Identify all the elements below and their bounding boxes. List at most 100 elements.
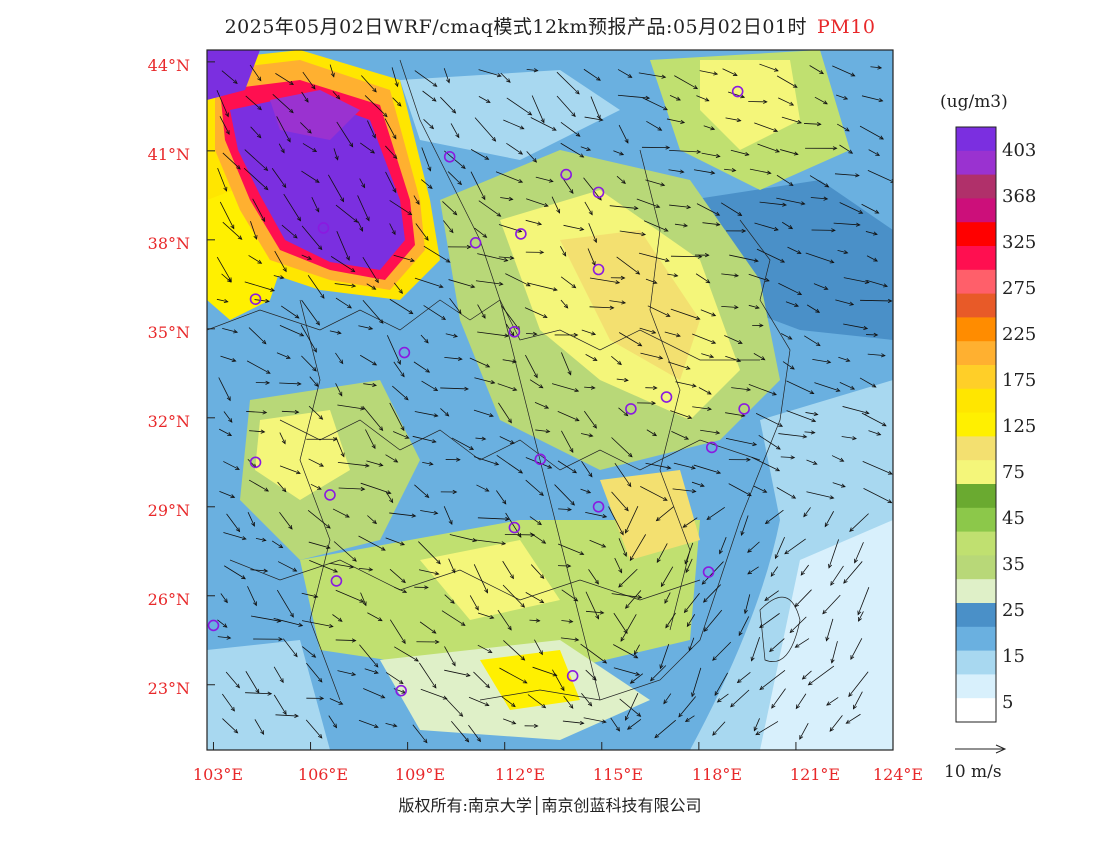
- wind-arrow: [833, 222, 860, 226]
- wind-arrow: [671, 431, 689, 440]
- wind-arrow: [843, 323, 868, 329]
- wind-arrow: [223, 532, 247, 540]
- wind-arrow-head: [368, 326, 374, 331]
- wind-arrow: [423, 245, 450, 263]
- wind-arrow: [659, 643, 670, 669]
- wind-arrow-head: [552, 287, 558, 292]
- wind-arrow: [248, 479, 269, 492]
- wind-arrow-head: [296, 216, 302, 222]
- wind-arrow: [617, 69, 632, 78]
- wind-arrow-head: [715, 211, 721, 216]
- colorbar-swatch: [956, 650, 996, 675]
- wind-arrow-head: [829, 259, 835, 264]
- wind-arrow-head: [294, 314, 300, 319]
- wind-arrow: [656, 506, 674, 521]
- colorbar-swatch: [956, 388, 996, 414]
- wind-arrow-head: [317, 245, 323, 251]
- wind-arrow-head: [684, 559, 689, 565]
- wind-arrow: [667, 273, 678, 277]
- wind-arrow-head: [663, 699, 668, 705]
- wind-arrow-head: [625, 604, 630, 609]
- colorbar-label: 325: [1002, 232, 1037, 253]
- wind-arrow-head: [858, 616, 862, 622]
- wind-arrow-head: [484, 702, 490, 707]
- wind-arrow-head: [795, 704, 800, 710]
- wind-arrow-head: [374, 662, 379, 668]
- wind-arrow-head: [651, 401, 657, 406]
- wind-arrow-head: [541, 703, 547, 709]
- wind-arrow: [611, 355, 622, 365]
- wind-arrow: [385, 672, 404, 684]
- wind-arrow: [870, 66, 882, 69]
- wind-arrow-head: [434, 639, 440, 645]
- wind-arrow-head: [257, 76, 262, 82]
- wind-arrow-head: [233, 728, 239, 734]
- wind-arrow-head: [508, 196, 514, 201]
- wind-arrow: [747, 566, 759, 575]
- station-marker: [738, 403, 750, 415]
- wind-arrow-head: [574, 637, 580, 642]
- wind-arrow-head: [389, 498, 394, 504]
- wind-arrow: [502, 560, 514, 579]
- wind-arrow: [731, 387, 751, 391]
- wind-arrow: [551, 196, 560, 214]
- wind-arrow-head: [336, 330, 342, 335]
- wind-arrow: [248, 327, 267, 345]
- wind-arrow: [247, 586, 257, 606]
- wind-arrow: [366, 460, 383, 466]
- wind-arrow-head: [360, 486, 366, 492]
- wind-arrow-head: [744, 151, 750, 157]
- wind-arrow: [664, 331, 681, 337]
- wind-arrow: [719, 537, 727, 554]
- wind-arrow-head: [316, 485, 322, 490]
- wind-arrow-head: [460, 621, 466, 626]
- wind-arrow: [725, 412, 745, 417]
- wind-arrow-head: [415, 200, 420, 206]
- wind-arrow: [448, 558, 456, 573]
- station-marker: [395, 684, 407, 697]
- wind-arrow: [618, 332, 642, 347]
- wind-arrow: [645, 462, 671, 469]
- wind-scale-arrow: [955, 744, 1007, 754]
- wind-arrow-head: [586, 489, 592, 494]
- wind-arrow: [778, 282, 802, 295]
- wind-arrow-head: [764, 596, 770, 601]
- wind-arrow: [337, 404, 365, 410]
- wind-arrow: [853, 691, 863, 709]
- wind-arrow: [329, 698, 343, 705]
- wind-arrow: [724, 335, 743, 344]
- wind-arrow: [335, 383, 343, 396]
- wind-arrow: [700, 429, 720, 434]
- wind-arrow-head: [227, 432, 233, 436]
- wind-arrow-head: [509, 574, 514, 580]
- wind-arrow-head: [619, 530, 624, 536]
- wind-arrow-head: [695, 315, 701, 320]
- wind-arrow: [696, 95, 709, 102]
- wind-arrow-head: [263, 185, 269, 191]
- wind-arrow-head: [665, 313, 671, 317]
- wind-arrow: [755, 721, 779, 736]
- wind-arrow: [809, 65, 824, 74]
- wind-arrow-head: [791, 494, 797, 499]
- wind-arrow: [724, 168, 736, 171]
- wind-arrow-head: [658, 355, 664, 360]
- wind-arrow-head: [651, 329, 657, 334]
- wind-arrow: [525, 219, 542, 225]
- wind-arrow: [613, 612, 628, 634]
- wind-arrow-head: [372, 382, 377, 387]
- wind-arrow: [759, 63, 779, 72]
- wind-arrow-head: [442, 695, 448, 700]
- wind-arrow: [759, 669, 786, 690]
- wind-arrow: [753, 718, 760, 731]
- wind-arrow: [478, 200, 501, 217]
- wind-arrow-head: [509, 255, 515, 260]
- wind-arrow: [613, 667, 640, 676]
- wind-arrow-head: [621, 300, 627, 305]
- wind-arrow: [473, 564, 488, 593]
- wind-arrow-head: [734, 305, 739, 310]
- wind-arrow-head: [797, 119, 803, 124]
- map-title: 2025年05月02日WRF/cmaq模式12km预报产品:05月02日01时 P…: [0, 12, 1100, 39]
- wind-arrow: [535, 176, 553, 182]
- wind-arrow-head: [887, 499, 893, 504]
- wind-arrow: [498, 402, 512, 423]
